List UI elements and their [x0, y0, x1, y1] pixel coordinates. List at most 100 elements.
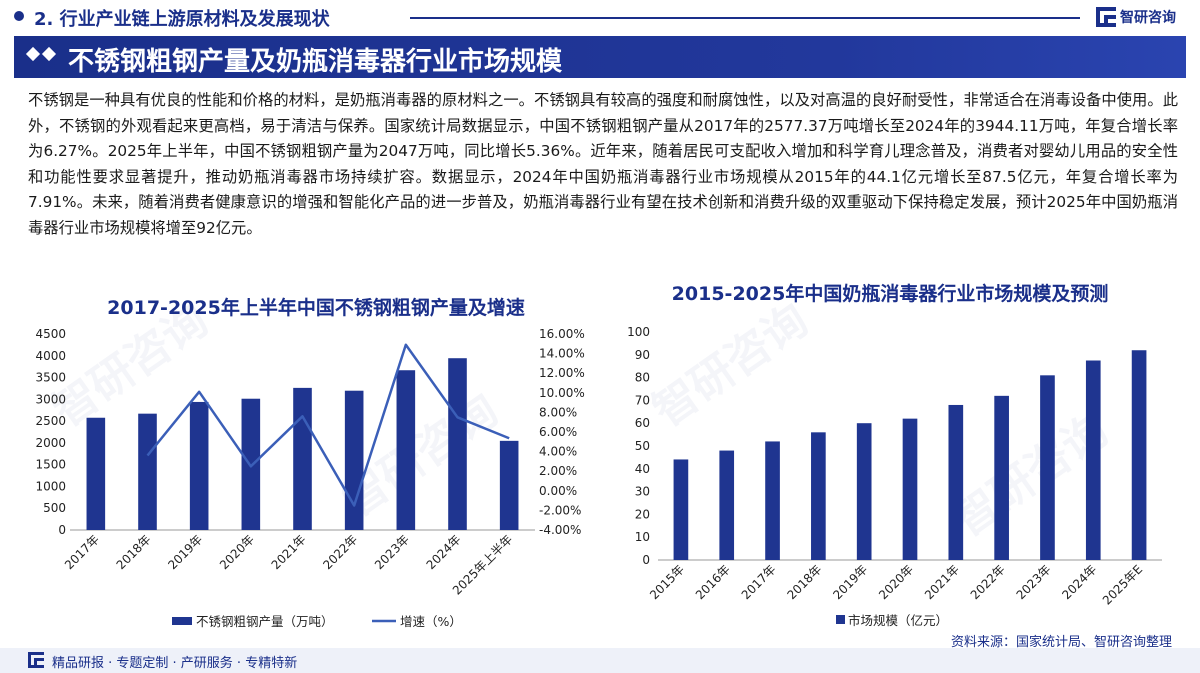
- y-tick-label: 1000: [35, 479, 66, 493]
- y-tick-label: 10: [635, 530, 650, 544]
- bar: [396, 370, 416, 530]
- y-tick-label: 1500: [35, 458, 66, 472]
- y2-tick-label: 14.00%: [539, 347, 585, 361]
- x-tick-label: 2015年: [647, 562, 687, 602]
- x-tick-label: 2021年: [922, 562, 962, 602]
- chart-x-labels: 2015年 2016年 2017年 2018年 2019年 2020年 2021年 2022年…: [647, 562, 1145, 607]
- y2-tick-label: -4.00%: [539, 523, 581, 537]
- y2-tick-label: 0.00%: [539, 484, 577, 498]
- bar: [902, 418, 918, 560]
- y2-tick-label: 2.00%: [539, 464, 577, 478]
- chart-legend: 市场规模（亿元）: [836, 613, 948, 628]
- x-tick-label: 2024年: [1059, 562, 1099, 602]
- footer-logo-icon: [28, 652, 44, 668]
- chart-x-labels: 2017年 2018年 2019年 2020年 2021年 2022年 2023年 2024年…: [62, 532, 515, 597]
- chart-line: [146, 343, 510, 507]
- x-tick-label: 2017年: [739, 562, 779, 602]
- x-tick-label: 2019年: [165, 532, 205, 572]
- y-tick-label: 3500: [35, 371, 66, 385]
- growth-line: [146, 343, 510, 507]
- x-tick-label: 2018年: [785, 562, 825, 602]
- y-tick-label: 70: [635, 393, 650, 407]
- chart-title: 2015-2025年中国奶瓶消毒器行业市场规模及预测: [672, 282, 1109, 305]
- y-tick-label: 2000: [35, 436, 66, 450]
- page-title-bar: 不锈钢粗钢产量及奶瓶消毒器行业市场规模: [14, 36, 1186, 78]
- page-title: 不锈钢粗钢产量及奶瓶消毒器行业市场规模: [68, 47, 563, 77]
- legend-bar-label: 不锈钢粗钢产量（万吨）: [196, 614, 334, 629]
- x-tick-label: 2023年: [1014, 562, 1054, 602]
- y2-tick-label: 8.00%: [539, 405, 577, 419]
- top-bar: 2. 行业产业链上游原材料及发展现状 智研咨询: [0, 0, 1200, 34]
- y-tick-label: 2500: [35, 414, 66, 428]
- y2-tick-label: -2.00%: [539, 503, 581, 517]
- y-tick-label: 4000: [35, 349, 66, 363]
- legend-line-label: 增速（%）: [400, 614, 462, 629]
- x-tick-label: 2017年: [62, 532, 102, 572]
- y2-tick-label: 4.00%: [539, 445, 577, 459]
- bar: [448, 358, 467, 530]
- y2-tick-label: 10.00%: [539, 386, 585, 400]
- y2-tick-label: 12.00%: [539, 366, 585, 380]
- y-tick-label: 50: [635, 439, 650, 453]
- y-tick-label: 4500: [35, 327, 66, 341]
- bar: [765, 441, 780, 560]
- bar: [948, 404, 964, 560]
- y-tick-label: 30: [635, 485, 650, 499]
- chart-legend: 不锈钢粗钢产量（万吨） 增速（%）: [172, 614, 462, 629]
- bar: [856, 423, 872, 560]
- brand-logo-text: 智研咨询: [1120, 10, 1176, 26]
- header-rule: [410, 17, 1080, 19]
- x-tick-label: 2023年: [372, 532, 412, 572]
- bullet-dot-icon: [14, 11, 24, 21]
- legend-bar-label: 市场规模（亿元）: [848, 613, 948, 628]
- x-tick-label: 2024年: [424, 532, 464, 572]
- y-tick-label: 3000: [35, 392, 66, 406]
- y-tick-label: 500: [43, 501, 66, 515]
- bar: [344, 390, 364, 530]
- brand-logo: 智研咨询: [1096, 6, 1176, 28]
- y-tick-label: 40: [635, 462, 650, 476]
- x-tick-label: 2021年: [269, 532, 309, 572]
- y-tick-label: 100: [627, 325, 650, 339]
- bar: [86, 417, 106, 530]
- x-tick-label: 2019年: [830, 562, 870, 602]
- x-tick-label: 2018年: [114, 532, 154, 572]
- bar: [673, 459, 689, 560]
- x-tick-label: 2022年: [320, 532, 360, 572]
- chart-axes: 0 10 20 30 40 50 60 70 80 90 100: [627, 325, 1162, 567]
- y-tick-label: 0: [642, 553, 650, 567]
- bar: [499, 440, 519, 530]
- x-tick-label: 2025年E: [1100, 562, 1145, 607]
- y-tick-label: 20: [635, 507, 650, 521]
- chart-bars: [673, 350, 1147, 560]
- y-tick-label: 60: [635, 416, 650, 430]
- x-tick-label: 2022年: [968, 562, 1008, 602]
- chart-steel-output: 2017-2025年上半年中国不锈钢粗钢产量及增速 0 500 1000 1500 20…: [35, 296, 584, 629]
- y2-tick-label: 6.00%: [539, 425, 577, 439]
- bar: [189, 401, 209, 530]
- chart-bars: [86, 358, 519, 530]
- chart-sterilizer-market: 2015-2025年中国奶瓶消毒器行业市场规模及预测 0 10 20 30 40 50 60…: [627, 282, 1162, 628]
- footer-services: 精品研报 · 专题定制 · 产研服务 · 专精特新: [52, 656, 298, 671]
- bar: [138, 413, 157, 530]
- legend-bar-swatch: [836, 615, 845, 624]
- bar: [1131, 350, 1147, 560]
- description-paragraph: 不锈钢是一种具有优良的性能和价格的材料，是奶瓶消毒器的原材料之一。不锈钢具有较高…: [28, 91, 1178, 237]
- bar: [1040, 375, 1055, 560]
- bar: [719, 450, 735, 560]
- bar: [1085, 360, 1101, 560]
- zhiyan-logo-icon: [1096, 7, 1116, 27]
- bar: [994, 395, 1009, 560]
- bar: [811, 432, 826, 560]
- footer-bar: 精品研报 · 专题定制 · 产研服务 · 专精特新: [0, 648, 1200, 673]
- y-tick-label: 80: [635, 371, 650, 385]
- chart-title: 2017-2025年上半年中国不锈钢粗钢产量及增速: [107, 296, 525, 319]
- y-tick-label: 90: [635, 348, 650, 362]
- legend-bar-swatch: [172, 617, 192, 625]
- x-tick-label: 2020年: [217, 532, 257, 572]
- data-source: 资料来源：国家统计局、智研咨询整理: [950, 635, 1172, 650]
- bar: [293, 387, 312, 530]
- section-breadcrumb: 2. 行业产业链上游原材料及发展现状: [34, 9, 330, 30]
- x-tick-label: 2016年: [693, 562, 733, 602]
